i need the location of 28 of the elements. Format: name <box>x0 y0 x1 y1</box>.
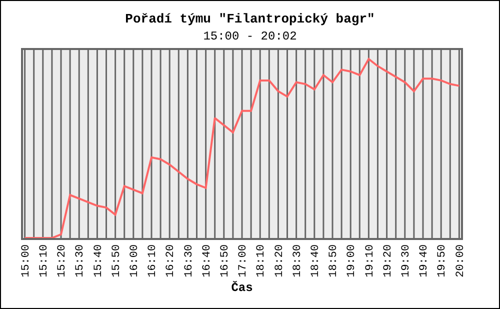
x-tick-label: 15:10 <box>38 244 50 278</box>
x-tick-label: 16:40 <box>201 244 214 278</box>
x-tick-label: 19:50 <box>436 244 449 278</box>
x-tick-label: 15:40 <box>92 244 105 278</box>
x-tick-label: 18:40 <box>310 244 322 278</box>
chart-title: Pořadí týmu "Filantropický bagr" <box>125 11 375 26</box>
x-tick-label: 15:50 <box>110 244 123 278</box>
x-axis-title: Čas <box>231 280 253 295</box>
x-tick-label: 18:10 <box>256 244 268 278</box>
x-tick-label: 20:00 <box>454 244 467 278</box>
x-tick-label: 18:30 <box>292 244 304 278</box>
x-tick-label: 16:50 <box>219 244 232 278</box>
x-tick-label: 15:20 <box>56 244 69 278</box>
x-tick-label: 16:30 <box>183 244 196 278</box>
x-tick-label: 16:20 <box>165 244 178 278</box>
x-tick-label: 16:00 <box>128 244 141 278</box>
x-tick-label: 15:00 <box>20 244 32 278</box>
x-tick-label: 19:00 <box>346 244 358 278</box>
x-tick-label: 16:10 <box>147 244 160 278</box>
x-tick-label: 18:50 <box>328 244 340 278</box>
x-tick-label: 15:30 <box>74 244 87 278</box>
chart-subtitle: 15:00 - 20:02 <box>203 29 297 44</box>
x-tick-label: 19:30 <box>400 244 412 278</box>
x-tick-label: 17:00 <box>238 244 250 278</box>
x-tick-label: 18:20 <box>274 244 286 278</box>
x-tick-label: 19:40 <box>418 244 431 278</box>
x-tick-label: 19:10 <box>364 244 376 278</box>
x-tick-label: 19:20 <box>382 244 394 278</box>
